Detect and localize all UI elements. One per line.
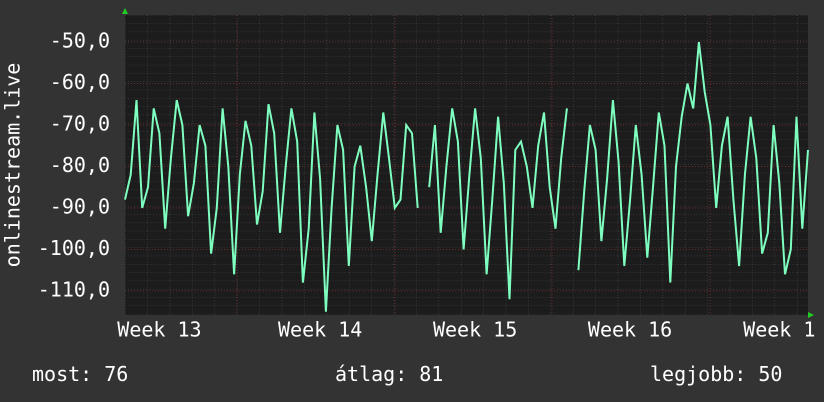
stat-label: átlag: — [335, 362, 407, 386]
axis-arrow — [122, 8, 128, 14]
series-line — [124, 41, 809, 312]
stat-label: legjobb: — [650, 362, 746, 386]
stat-label: most: — [32, 362, 92, 386]
stat-value: 81 — [419, 362, 443, 386]
minor-grid — [125, 15, 808, 315]
stat: most: 76 — [32, 362, 128, 386]
stat: legjobb: 50 — [650, 362, 782, 386]
x-tick-label: Week 14 — [278, 318, 362, 342]
y-tick-label: -60,0 — [50, 70, 110, 94]
stat-value: 76 — [104, 362, 128, 386]
stat-value: 50 — [758, 362, 782, 386]
y-tick-label: -70,0 — [50, 111, 110, 135]
x-tick-label: Week 1 — [743, 318, 815, 342]
y-tick-label: -80,0 — [50, 153, 110, 177]
stat: átlag: 81 — [335, 362, 443, 386]
x-tick-label: Week 16 — [588, 318, 672, 342]
stats: most: 76 átlag: 81 legjobb: 50 — [32, 362, 782, 386]
y-tick-label: -110,0 — [38, 277, 110, 301]
y-axis-label: onlinestream.live — [1, 63, 25, 268]
y-tick-label: -50,0 — [50, 28, 110, 52]
y-tick-label: -90,0 — [50, 194, 110, 218]
x-tick-label: Week 13 — [117, 318, 201, 342]
y-tick-label: -100,0 — [38, 236, 110, 260]
x-tick-label: Week 15 — [433, 318, 517, 342]
axis-arrow — [808, 312, 814, 318]
